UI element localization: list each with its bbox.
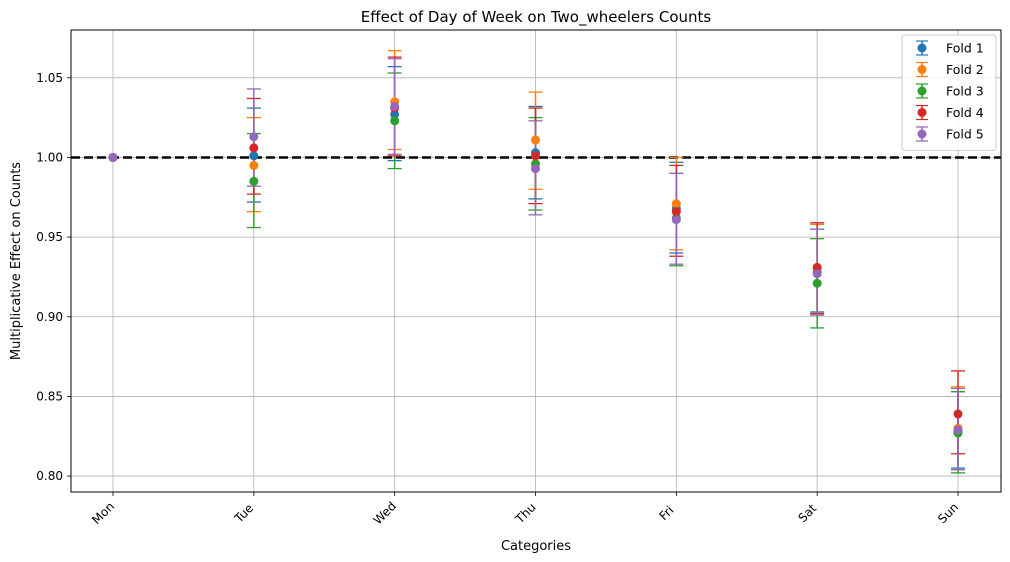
data-point	[953, 409, 963, 419]
axes: Mon Tue Wed Thu Fri Sat Sun 0.80 0.85 0.90 0.95 1.0…	[36, 71, 961, 528]
x-tick-label: Wed	[371, 499, 399, 527]
x-tick-label: Tue	[231, 501, 256, 526]
y-axis-label: Multiplicative Effect on Counts	[9, 162, 24, 360]
y-tick-label: 1.05	[36, 71, 63, 85]
data-point	[953, 425, 963, 435]
data-point	[390, 101, 400, 111]
series-fold-5	[246, 58, 965, 471]
y-tick-label: 0.85	[36, 389, 63, 403]
data-point	[249, 151, 259, 161]
x-tick-label: Fri	[657, 503, 677, 523]
data-point	[812, 278, 822, 288]
data-point	[671, 215, 681, 225]
markers-fold-5	[108, 101, 963, 435]
series-fold-4	[246, 56, 965, 455]
data-point	[249, 143, 259, 153]
data-point	[812, 269, 822, 279]
legend-marker	[917, 65, 927, 74]
data-point	[249, 160, 259, 170]
legend-marker	[917, 129, 927, 139]
x-tick-label: Mon	[89, 499, 117, 527]
legend-marker	[917, 86, 927, 96]
data-point	[249, 132, 259, 142]
legend-marker	[917, 108, 927, 117]
legend-label: Fold 3	[946, 84, 984, 99]
legend-label: Fold 2	[946, 62, 984, 77]
plot-frame	[70, 29, 1002, 493]
data-point	[531, 135, 540, 145]
series-fold-2	[246, 50, 965, 471]
legend-label: Fold 1	[946, 41, 984, 56]
data-point	[531, 164, 540, 174]
x-axis-label: Categories	[501, 539, 571, 554]
x-tick-label: Thu	[512, 500, 539, 527]
chart-title: Effect of Day of Week on Two_wheelers Co…	[361, 8, 712, 27]
x-tick-label: Sun	[935, 500, 961, 526]
y-tick-label: 0.80	[36, 469, 63, 483]
series-fold-3	[246, 72, 965, 474]
data-point	[108, 152, 118, 162]
series-fold-1	[246, 65, 965, 469]
x-tick-label: Sat	[795, 501, 819, 525]
y-tick-label: 0.90	[36, 310, 63, 324]
data-series	[108, 50, 965, 474]
data-point	[671, 199, 681, 209]
legend: Fold 1 Fold 2 Fold 3 Fold 4 Fold 5	[901, 34, 997, 151]
legend-label: Fold 5	[946, 127, 984, 142]
legend-label: Fold 4	[946, 105, 984, 120]
data-point	[812, 262, 822, 272]
legend-frame	[901, 34, 997, 151]
y-tick-label: 1.00	[36, 150, 63, 164]
data-point	[390, 109, 400, 119]
data-point	[249, 176, 259, 186]
data-point	[531, 151, 540, 161]
legend-marker	[917, 43, 927, 53]
data-point	[390, 116, 400, 126]
data-point	[671, 207, 681, 217]
y-tick-label: 0.95	[36, 230, 63, 244]
